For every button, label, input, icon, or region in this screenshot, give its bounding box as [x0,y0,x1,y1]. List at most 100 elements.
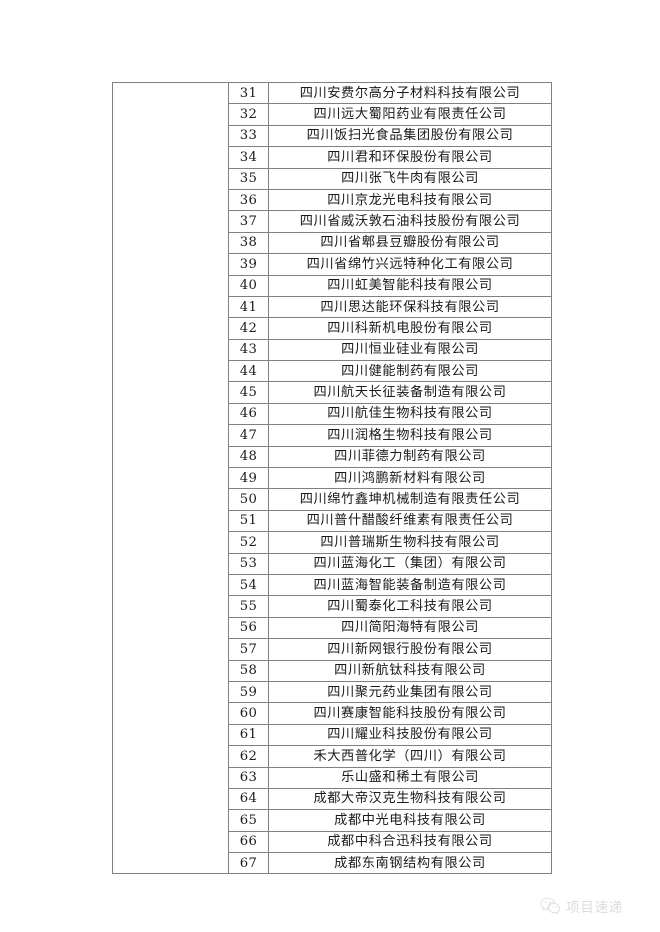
row-index-cell: 61 [228,723,269,747]
table-row: 55 四川蜀泰化工科技有限公司 [113,595,552,618]
row-index-cell: 31 [228,81,269,105]
company-name-cell: 四川聚元药业集团有限公司 [268,680,552,704]
company-name-cell: 四川耀业科技股份有限公司 [268,723,552,747]
table-row: 49 四川鸿鹏新材料有限公司 [113,467,552,490]
row-index-cell: 33 [228,124,269,148]
company-name-cell: 四川健能制药有限公司 [268,360,552,383]
row-index-cell: 32 [228,103,269,126]
company-name-cell: 四川科新机电股份有限公司 [268,317,552,340]
row-index-cell: 57 [228,638,269,661]
table-row: 56 四川简阳海特有限公司 [113,616,552,640]
row-index-cell: 67 [228,852,269,875]
table-row: 51 四川普什醋酸纤维素有限责任公司 [113,509,552,533]
row-index-cell: 58 [228,659,269,682]
table-row: 39 四川省绵竹兴远特种化工有限公司 [113,253,552,276]
table-row: 33 四川饭扫光食品集团股份有限公司 [113,124,552,148]
table-row: 59 四川聚元药业集团有限公司 [113,680,552,704]
row-index-cell: 45 [228,381,269,404]
table-row: 36 四川京龙光电科技有限公司 [113,188,552,212]
row-index-cell: 43 [228,338,269,362]
company-name-cell: 四川安费尔高分子材料科技有限公司 [268,81,552,105]
table-row: 31 四川安费尔高分子材料科技有限公司 [112,81,552,875]
row-index-cell: 41 [228,295,269,319]
table-row: 58 四川新航钛科技有限公司 [113,659,552,682]
row-index-cell: 66 [228,830,269,854]
table-row: 50 四川绵竹鑫坤机械制造有限责任公司 [113,488,552,511]
table-row: 40 四川虹美智能科技有限公司 [113,274,552,297]
row-index-cell: 60 [228,702,269,725]
company-name-cell: 乐山盛和稀土有限公司 [268,766,552,789]
company-name-cell: 四川省郫县豆瓣股份有限公司 [268,231,552,255]
company-name-cell: 四川新航钛科技有限公司 [268,659,552,682]
row-index-cell: 49 [228,467,269,490]
watermark-label: 项目速递 [566,900,624,916]
table-row: 44 四川健能制药有限公司 [113,360,552,383]
company-name-cell: 四川普瑞斯生物科技有限公司 [268,531,552,554]
row-index-cell: 46 [228,402,269,426]
table-row: 53 四川蓝海化工（集团）有限公司 [113,552,552,575]
row-index-cell: 39 [228,253,269,276]
table-row: 67 成都东南钢结构有限公司 [113,852,552,875]
company-name-cell: 四川省绵竹兴远特种化工有限公司 [268,253,552,276]
company-name-cell: 四川蓝海化工（集团）有限公司 [268,552,552,575]
company-name-cell: 四川蓝海智能装备制造有限公司 [268,573,552,597]
company-name-cell: 成都大帝汉克生物科技有限公司 [268,787,552,811]
company-name-cell: 四川省威沃敦石油科技股份有限公司 [268,210,552,233]
company-name-cell: 四川普什醋酸纤维素有限责任公司 [268,509,552,533]
company-name-cell: 四川菲德力制药有限公司 [268,445,552,469]
row-index-cell: 55 [228,595,269,618]
row-index-cell: 34 [228,146,269,169]
row-index-cell: 47 [228,424,269,447]
company-name-cell: 四川润格生物科技有限公司 [268,424,552,447]
table-body: 31 四川安费尔高分子材料科技有限公司 32 四川远大蜀阳药业有限责任公司 33 四川饭扫… [112,81,552,875]
table-row: 38 四川省郫县豆瓣股份有限公司 [113,231,552,255]
row-index-cell: 62 [228,745,269,768]
company-name-cell: 禾大西普化学（四川）有限公司 [268,745,552,768]
company-name-cell: 四川航佳生物科技有限公司 [268,402,552,426]
company-name-cell: 四川新网银行股份有限公司 [268,638,552,661]
company-name-cell: 四川简阳海特有限公司 [268,616,552,640]
row-index-cell: 37 [228,210,269,233]
table-row: 61 四川耀业科技股份有限公司 [113,723,552,747]
company-name-cell: 成都中科合迅科技有限公司 [268,830,552,854]
table-row: 48 四川菲德力制药有限公司 [113,445,552,469]
company-name-cell: 四川赛康智能科技股份有限公司 [268,702,552,725]
company-name-cell: 四川绵竹鑫坤机械制造有限责任公司 [268,488,552,511]
company-name-cell: 成都中光电科技有限公司 [268,809,552,832]
table-row: 60 四川赛康智能科技股份有限公司 [113,702,552,725]
row-index-cell: 42 [228,317,269,340]
row-index-cell: 63 [228,766,269,789]
company-name-cell: 四川鸿鹏新材料有限公司 [268,467,552,490]
row-index-cell: 36 [228,188,269,212]
table-row: 41 四川思达能环保科技有限公司 [113,295,552,319]
row-index-cell: 51 [228,509,269,533]
company-name-cell: 四川虹美智能科技有限公司 [268,274,552,297]
row-index-cell: 38 [228,231,269,255]
row-index-cell: 35 [228,167,269,190]
company-name-cell: 四川航天长征装备制造有限公司 [268,381,552,404]
row-index-cell: 40 [228,274,269,297]
company-name-cell: 四川君和环保股份有限公司 [268,146,552,169]
row-index-cell: 59 [228,680,269,704]
company-name-cell: 四川远大蜀阳药业有限责任公司 [268,103,552,126]
company-list-table: 31 四川安费尔高分子材料科技有限公司 32 四川远大蜀阳药业有限责任公司 33 四川饭扫… [112,81,552,875]
company-name-cell: 四川思达能环保科技有限公司 [268,295,552,319]
company-name-cell: 四川恒业硅业有限公司 [268,338,552,362]
row-index-cell: 54 [228,573,269,597]
row-index-cell: 56 [228,616,269,640]
row-index-cell: 50 [228,488,269,511]
row-index-cell: 53 [228,552,269,575]
table-row: 34 四川君和环保股份有限公司 [113,146,552,169]
blank-merged-cell [112,81,229,875]
watermark: 项目速递 [540,893,650,919]
company-name-cell: 四川饭扫光食品集团股份有限公司 [268,124,552,148]
row-index-cell: 48 [228,445,269,469]
company-name-cell: 四川京龙光电科技有限公司 [268,188,552,212]
table-row: 54 四川蓝海智能装备制造有限公司 [113,573,552,597]
row-index-cell: 65 [228,809,269,832]
row-index-cell: 64 [228,787,269,811]
company-name-cell: 成都东南钢结构有限公司 [268,852,552,875]
row-index-cell: 44 [228,360,269,383]
company-name-cell: 四川蜀泰化工科技有限公司 [268,595,552,618]
